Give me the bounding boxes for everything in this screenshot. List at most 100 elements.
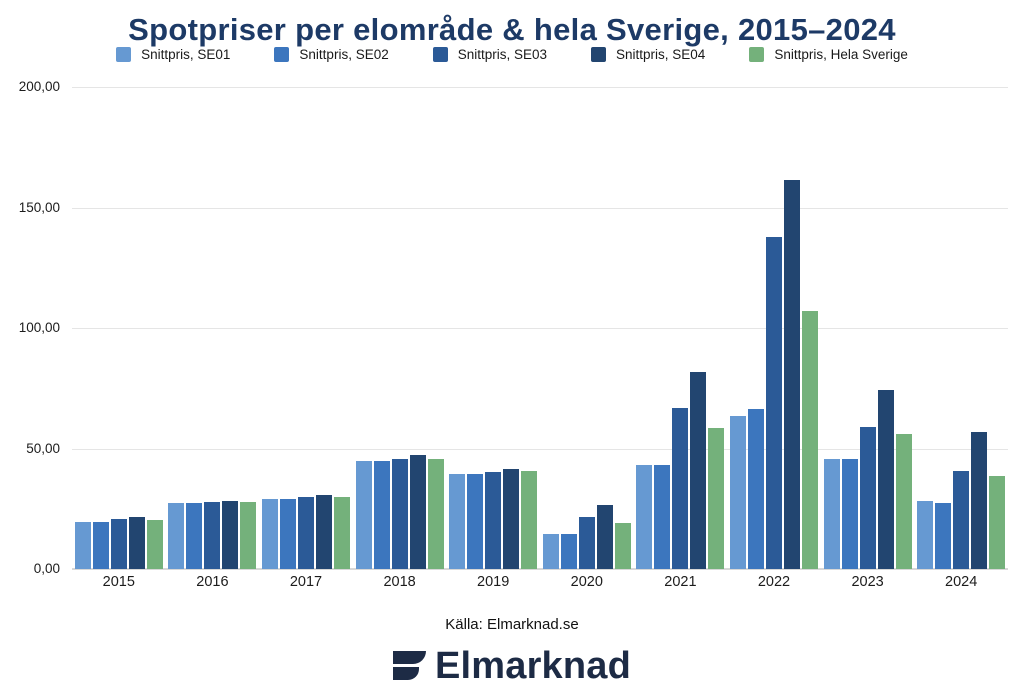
bar-group-2018 (355, 454, 444, 569)
y-tick-label: 100,00 (18, 320, 60, 335)
gridline-0 (72, 568, 1008, 570)
gridline-100 (72, 328, 1008, 329)
bar-group-2022 (730, 179, 818, 569)
bar-2016-se01[interactable] (168, 502, 185, 569)
brand-logo: Elmarknad (0, 645, 1024, 688)
bar-2019-se04[interactable] (503, 468, 520, 569)
bar-2022-se04[interactable] (784, 179, 800, 569)
bar-2018-se02[interactable] (373, 460, 390, 569)
x-tick-label-2015: 2015 (102, 574, 135, 590)
bar-2016-se03[interactable] (204, 502, 221, 569)
bar-2022-se03[interactable] (766, 237, 782, 569)
x-tick-label-2022: 2022 (757, 574, 791, 590)
x-tick-label-2016: 2016 (196, 574, 229, 590)
bar-2022-hela-sverige[interactable] (802, 310, 818, 569)
bar-2024-se04[interactable] (971, 432, 988, 569)
legend-swatch-icon (591, 47, 607, 62)
legend-label: Snittpris, SE02 (299, 47, 389, 62)
legend-item-se03[interactable]: Snittpris, SE03 (432, 47, 548, 62)
bar-2021-hela-sverige[interactable] (708, 428, 725, 569)
gridline-50 (72, 448, 1008, 450)
bar-2017-se01[interactable] (262, 498, 278, 569)
bar-2021-se04[interactable] (690, 372, 707, 569)
source-caption: Källa: Elmarknad.se (445, 616, 579, 633)
bar-group-2024 (917, 432, 1006, 569)
bar-2020-se04[interactable] (596, 505, 613, 569)
bar-2021-se02[interactable] (654, 465, 671, 569)
legend-swatch-icon (749, 47, 765, 62)
bar-2015-hela-sverige[interactable] (146, 520, 163, 569)
legend-item-se04[interactable]: Snittpris, SE04 (591, 47, 705, 62)
bar-2020-se01[interactable] (542, 534, 559, 569)
gridline-200 (72, 87, 1008, 88)
bar-2020-se02[interactable] (560, 534, 577, 569)
plot-area (72, 87, 1008, 570)
legend-item-se01[interactable]: Snittpris, SE01 (116, 47, 230, 62)
bar-2018-se03[interactable] (391, 459, 408, 569)
legend-item-se02[interactable]: Snittpris, SE02 (274, 47, 389, 62)
bar-2023-se04[interactable] (877, 390, 894, 569)
x-tick-label-2019: 2019 (477, 574, 510, 590)
bar-2017-hela-sverige[interactable] (334, 497, 350, 569)
bar-2016-se04[interactable] (222, 501, 239, 569)
bar-2023-se03[interactable] (859, 427, 876, 569)
bar-2017-se02[interactable] (280, 498, 296, 569)
bar-2022-se02[interactable] (748, 409, 764, 569)
bar-2015-se04[interactable] (128, 517, 145, 569)
legend-label: Snittpris, SE04 (616, 47, 706, 62)
chart-title: Spotpriser per elområde & hela Sverige, … (128, 11, 896, 47)
gridline-150 (72, 207, 1008, 209)
bar-group-2016 (168, 501, 257, 569)
legend-swatch-icon (274, 47, 290, 62)
legend-item-hela-sverige[interactable]: Snittpris, Hela Sverige (749, 47, 908, 62)
bar-group-2023 (823, 390, 912, 569)
legend-swatch-icon (116, 47, 132, 62)
bar-2023-hela-sverige[interactable] (895, 434, 912, 569)
x-tick-label-2024: 2024 (945, 574, 978, 590)
bar-2016-hela-sverige[interactable] (240, 502, 257, 569)
bar-group-2021 (636, 372, 725, 569)
legend-label: Snittpris, SE03 (457, 47, 548, 62)
bar-2019-se03[interactable] (485, 471, 502, 569)
bar-2015-se01[interactable] (74, 522, 91, 569)
bar-2018-hela-sverige[interactable] (427, 458, 444, 569)
bar-2024-hela-sverige[interactable] (989, 476, 1006, 569)
bar-2019-se01[interactable] (449, 473, 466, 569)
bar-group-2015 (74, 517, 163, 569)
elmarknad-logo-icon (392, 651, 426, 680)
bar-2023-se02[interactable] (841, 459, 858, 569)
bar-2024-se01[interactable] (917, 501, 934, 569)
bar-2018-se04[interactable] (409, 454, 426, 569)
bar-2023-se01[interactable] (823, 459, 840, 569)
y-tick-label: 0,00 (33, 561, 60, 576)
x-tick-label-2017: 2017 (289, 574, 323, 590)
bar-2016-se02[interactable] (186, 502, 203, 569)
bar-2019-hela-sverige[interactable] (521, 471, 538, 569)
y-tick-label: 200,00 (18, 79, 60, 94)
bar-2017-se04[interactable] (316, 495, 332, 569)
bar-2024-se02[interactable] (935, 502, 952, 569)
legend-label: Snittpris, Hela Sverige (774, 47, 908, 62)
y-tick-label: 150,00 (18, 199, 60, 215)
bar-group-2020 (542, 505, 631, 569)
bar-group-2019 (449, 468, 538, 569)
bar-2019-se02[interactable] (467, 473, 484, 569)
legend-swatch-icon (432, 47, 448, 62)
chart-legend: Snittpris, SE01 Snittpris, SE02 Snittpris,… (0, 47, 1024, 62)
x-tick-label-2021: 2021 (664, 574, 697, 590)
bar-2015-se03[interactable] (110, 519, 127, 569)
logo-text: Elmarknad (434, 645, 632, 687)
bar-2020-hela-sverige[interactable] (614, 522, 631, 569)
bar-2021-se03[interactable] (672, 407, 689, 569)
y-tick-label: 50,00 (26, 440, 60, 456)
bar-2022-se01[interactable] (730, 416, 746, 569)
bar-2024-se03[interactable] (953, 471, 970, 569)
bar-2021-se01[interactable] (636, 465, 653, 569)
bar-2018-se01[interactable] (355, 460, 372, 569)
bar-2015-se02[interactable] (92, 522, 109, 569)
bar-2017-se03[interactable] (298, 497, 314, 569)
legend-label: Snittpris, SE01 (141, 47, 231, 62)
bar-2020-se03[interactable] (578, 517, 595, 569)
x-tick-label-2020: 2020 (570, 574, 603, 590)
x-tick-label-2018: 2018 (383, 574, 416, 590)
